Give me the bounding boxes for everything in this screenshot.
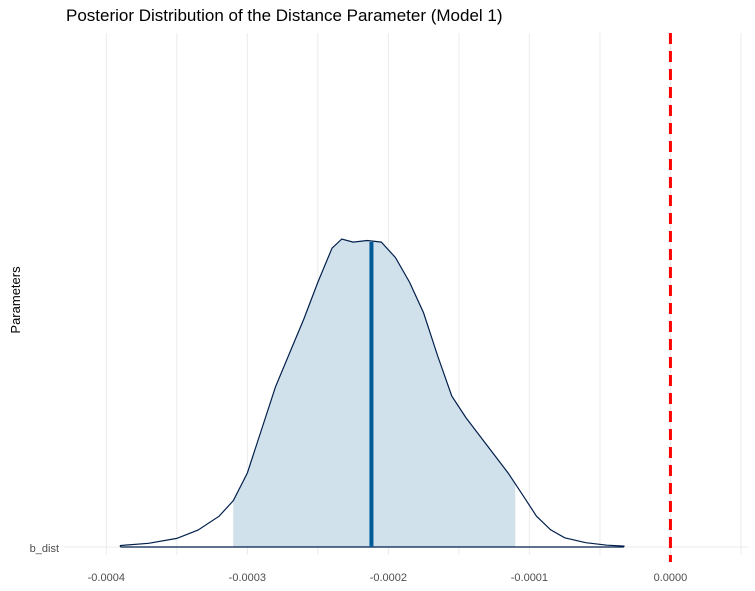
interval-area [233, 239, 516, 547]
x-tick-label: -0.0003 [229, 572, 266, 584]
x-tick-label: -0.0001 [511, 572, 548, 584]
y-tick-label-b-dist: b_dist [30, 543, 59, 555]
x-axis-ticks: -0.0004 -0.0003 -0.0002 -0.0001 0.0000 [88, 572, 688, 584]
density-curve [119, 238, 625, 547]
x-tick-label: -0.0004 [88, 572, 125, 584]
x-tick-label: -0.0002 [370, 572, 407, 584]
x-tick-label: 0.0000 [654, 572, 688, 584]
chart-title: Posterior Distribution of the Distance P… [66, 6, 503, 25]
y-axis-title: Parameters [8, 266, 23, 334]
density-layer [119, 33, 672, 562]
